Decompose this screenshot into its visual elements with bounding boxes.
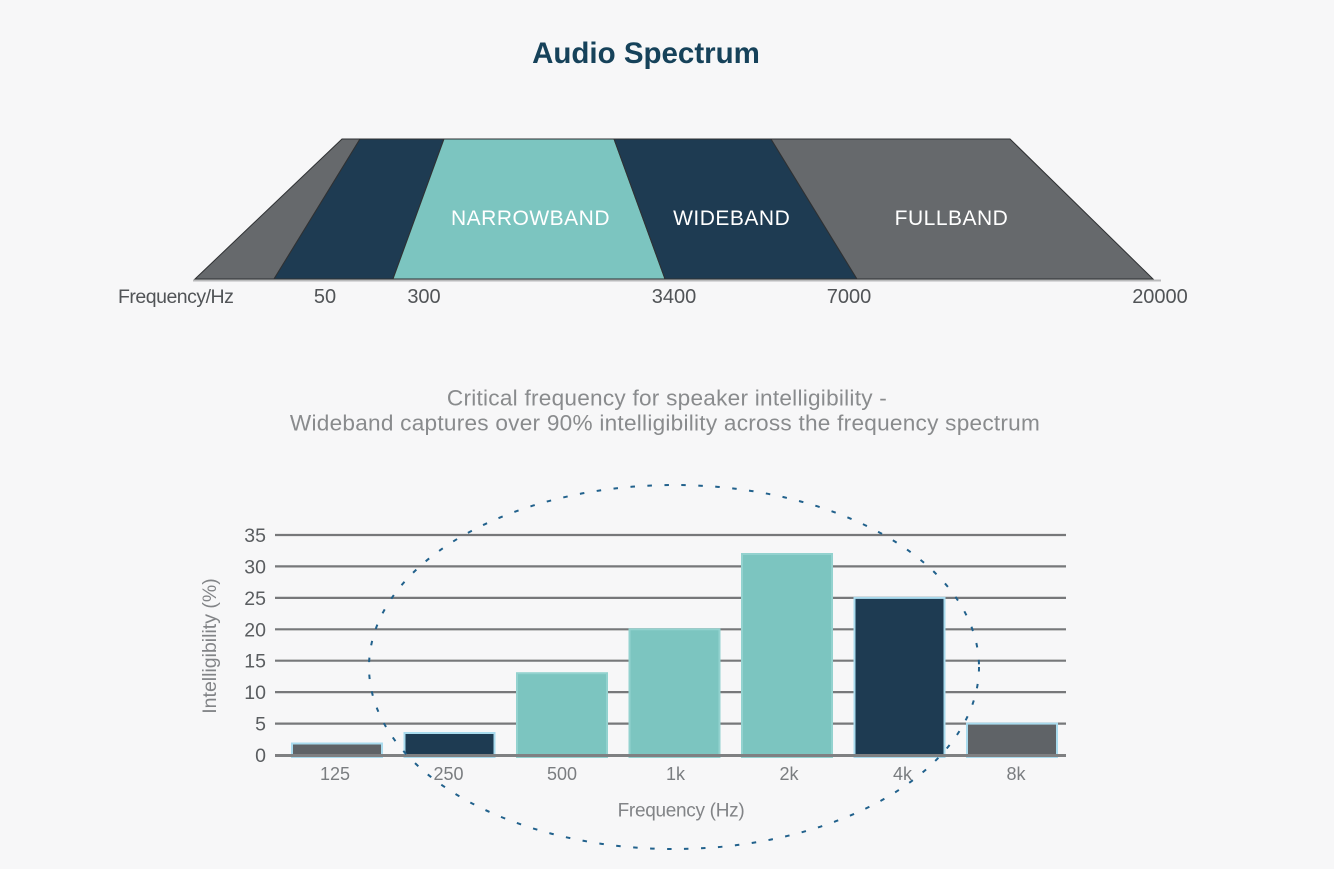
- svg-text:7000: 7000: [827, 286, 872, 308]
- svg-text:Audio Spectrum: Audio Spectrum: [532, 37, 760, 70]
- svg-text:25: 25: [244, 588, 266, 610]
- svg-text:Wideband captures over 90% int: Wideband captures over 90% intelligibili…: [290, 411, 1040, 436]
- svg-text:Intelligibility (%): Intelligibility (%): [199, 578, 221, 713]
- svg-text:250: 250: [433, 764, 463, 784]
- svg-text:500: 500: [547, 764, 577, 784]
- svg-text:Frequency (Hz): Frequency (Hz): [618, 801, 745, 822]
- svg-text:35: 35: [244, 525, 266, 547]
- svg-text:NARROWBAND: NARROWBAND: [451, 207, 610, 230]
- svg-text:30: 30: [244, 556, 266, 578]
- svg-text:WIDEBAND: WIDEBAND: [673, 207, 790, 230]
- svg-text:3400: 3400: [652, 286, 697, 308]
- svg-text:Critical frequency for speaker: Critical frequency for speaker intelligi…: [447, 386, 887, 411]
- svg-text:10: 10: [244, 682, 266, 704]
- svg-text:2k: 2k: [779, 764, 799, 784]
- svg-text:15: 15: [244, 651, 266, 673]
- svg-text:8k: 8k: [1006, 764, 1026, 784]
- svg-text:0: 0: [255, 745, 266, 767]
- svg-text:50: 50: [314, 286, 336, 308]
- svg-text:Frequency/Hz: Frequency/Hz: [118, 286, 233, 308]
- svg-text:1k: 1k: [666, 764, 686, 784]
- svg-text:125: 125: [320, 764, 350, 784]
- svg-text:4k: 4k: [893, 764, 913, 784]
- svg-text:20: 20: [244, 619, 266, 641]
- svg-text:300: 300: [407, 286, 440, 308]
- svg-text:5: 5: [255, 714, 266, 736]
- svg-text:20000: 20000: [1132, 286, 1188, 308]
- svg-text:FULLBAND: FULLBAND: [895, 207, 1009, 230]
